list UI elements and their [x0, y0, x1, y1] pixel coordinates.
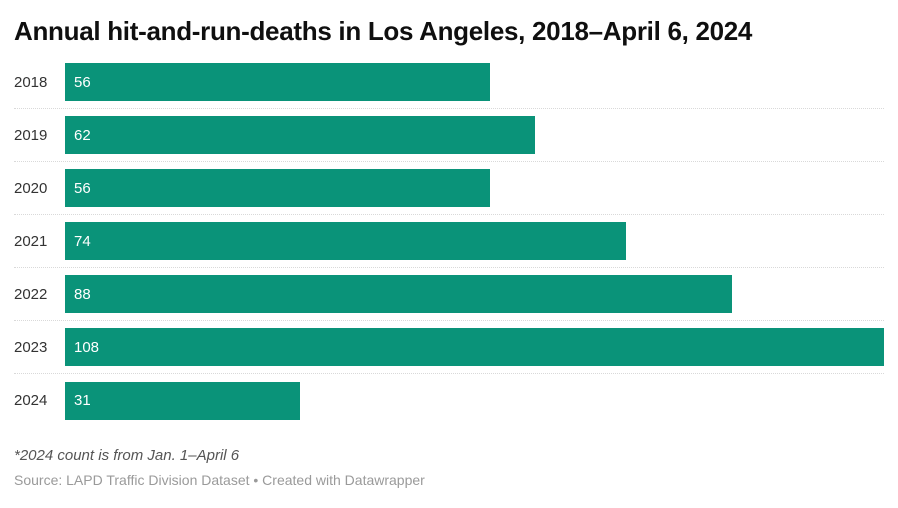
bar: 88 [65, 275, 733, 313]
category-label: 2019 [14, 126, 48, 144]
value-label: 108 [74, 338, 100, 356]
bar-row: 2024 31 [14, 374, 884, 427]
category-label: 2023 [14, 338, 48, 356]
bar-row: 2018 56 [14, 56, 884, 109]
chart-title: Annual hit-and-run-deaths in Los Angeles… [14, 16, 753, 46]
bar-track: 56 [65, 169, 884, 207]
bar: 31 [65, 381, 301, 420]
bar-row: 2022 88 [14, 268, 884, 321]
bar-track: 56 [65, 63, 884, 101]
bar-track: 108 [65, 328, 884, 366]
chart-footnote: *2024 count is from Jan. 1–April 6 [14, 447, 240, 464]
value-label: 56 [74, 73, 91, 91]
category-label: 2021 [14, 232, 48, 250]
category-label: 2020 [14, 179, 48, 197]
value-label: 74 [74, 232, 91, 250]
category-label: 2022 [14, 285, 48, 303]
value-label: 31 [74, 392, 91, 409]
bar-row: 2021 74 [14, 215, 884, 268]
bar-track: 88 [65, 275, 884, 313]
bar-row: 2019 62 [14, 109, 884, 162]
bar-row: 2023 108 [14, 321, 884, 374]
bar-track: 62 [65, 116, 884, 154]
bar-row: 2020 56 [14, 162, 884, 215]
value-label: 88 [74, 285, 91, 303]
bar: 56 [65, 169, 490, 207]
bar-chart: 2018 56 2019 62 2020 56 2021 74 2022 88 2023 108 202… [0, 56, 898, 427]
bar: 74 [65, 222, 627, 260]
chart-source: Source: LAPD Traffic Division Dataset • … [14, 472, 425, 488]
bar: 108 [65, 328, 884, 366]
bar: 62 [65, 116, 536, 154]
bar-track: 74 [65, 222, 884, 260]
bar: 56 [65, 63, 490, 101]
category-label: 2024 [14, 392, 48, 409]
category-label: 2018 [14, 73, 48, 91]
value-label: 62 [74, 126, 91, 144]
value-label: 56 [74, 179, 91, 197]
bar-track: 31 [65, 381, 884, 420]
